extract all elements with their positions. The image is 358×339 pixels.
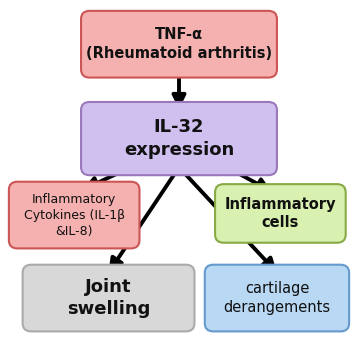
Text: Inflammatory
cells: Inflammatory cells (224, 197, 336, 230)
Text: cartilage
derangements: cartilage derangements (223, 281, 330, 315)
FancyBboxPatch shape (215, 184, 346, 243)
FancyBboxPatch shape (81, 102, 277, 175)
FancyBboxPatch shape (23, 265, 194, 332)
Text: Joint
swelling: Joint swelling (67, 278, 150, 318)
FancyBboxPatch shape (9, 182, 140, 248)
Text: TNF-α
(Rheumatoid arthritis): TNF-α (Rheumatoid arthritis) (86, 27, 272, 61)
FancyBboxPatch shape (81, 11, 277, 78)
Text: IL-32
expression: IL-32 expression (124, 119, 234, 159)
FancyBboxPatch shape (205, 265, 349, 332)
Text: Inflammatory
Cytokines (IL-1β
&IL-8): Inflammatory Cytokines (IL-1β &IL-8) (24, 193, 125, 238)
